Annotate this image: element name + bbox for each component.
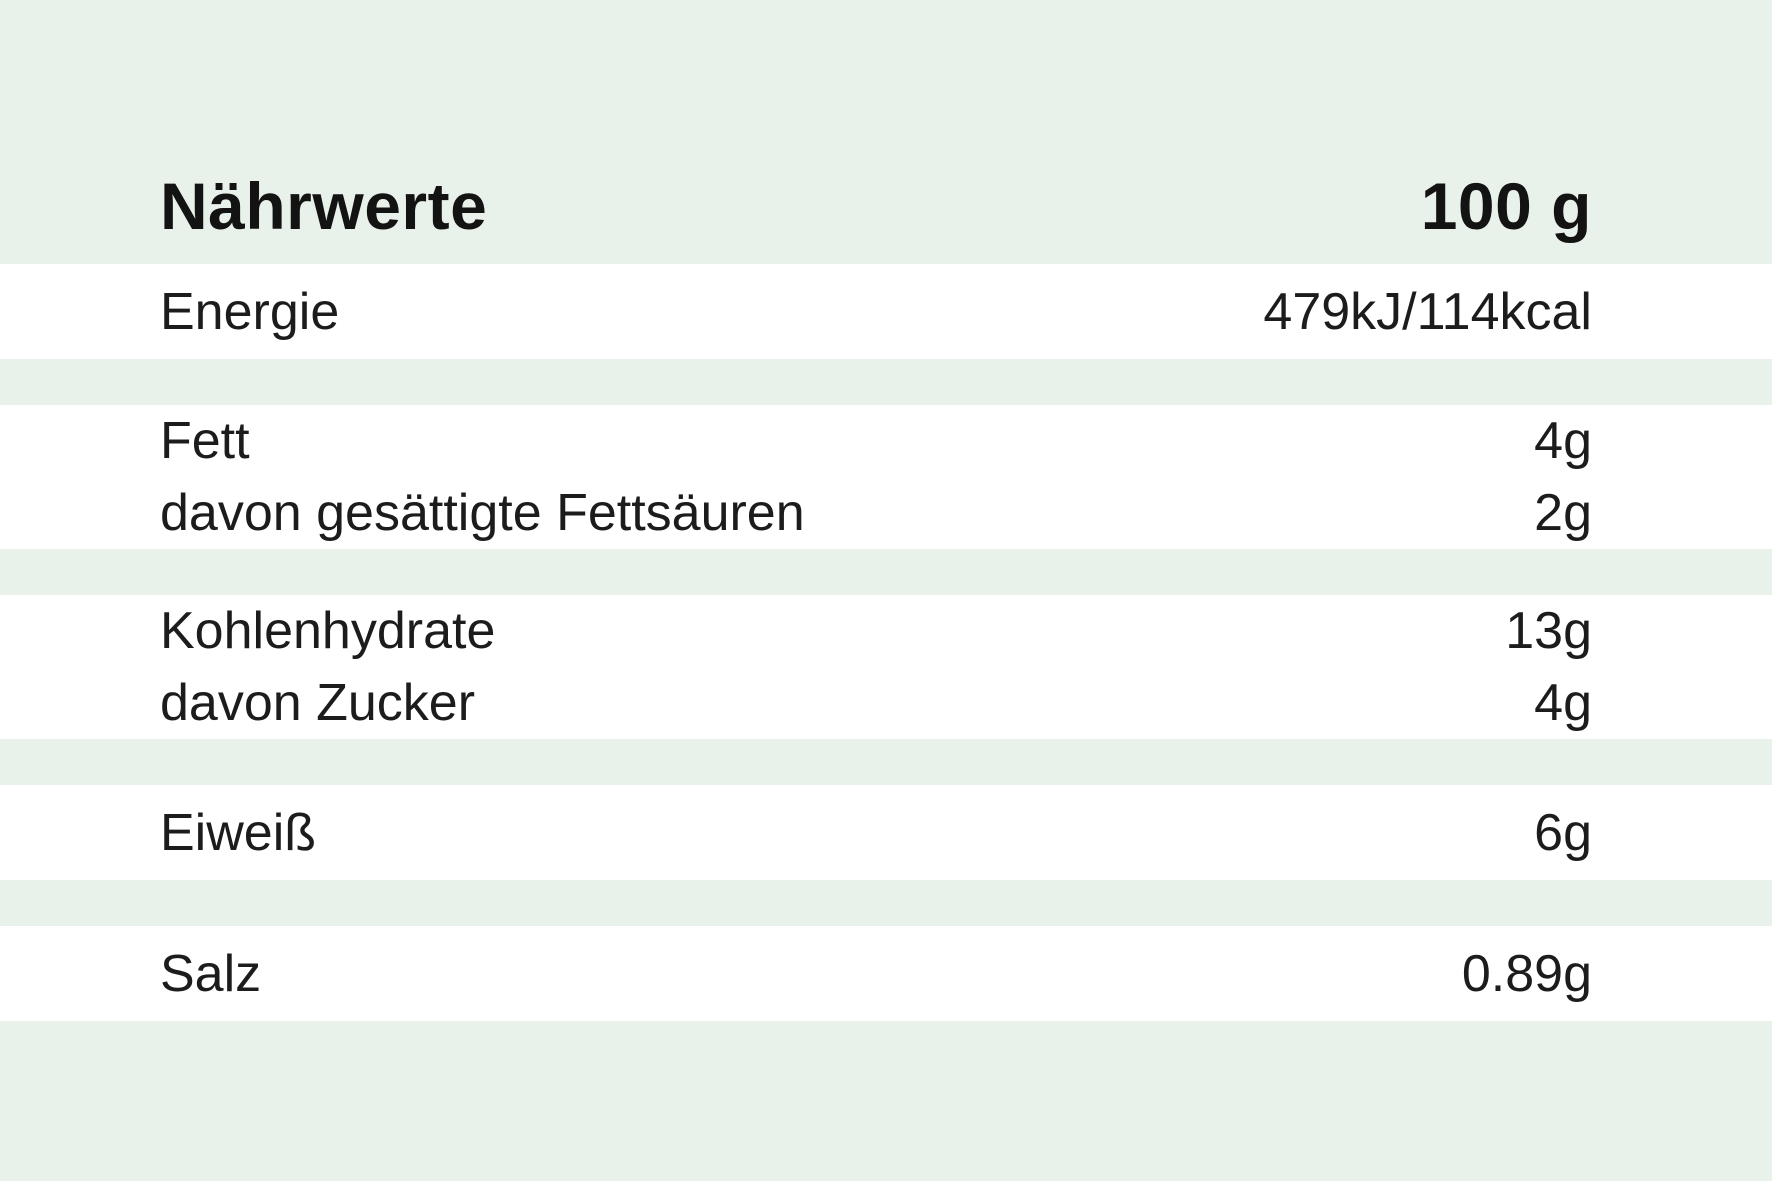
amount-column-header: 100 g (1420, 169, 1592, 243)
table-header-row: Nährwerte 100 g (0, 0, 1772, 264)
table-subrow: Fett 4g (160, 405, 1592, 477)
row-value: 13g (1505, 602, 1592, 660)
row-separator (0, 359, 1772, 405)
table-row-kohlenhydrate: Kohlenhydrate 13g davon Zucker 4g (0, 595, 1772, 739)
row-label: Kohlenhydrate (160, 602, 496, 660)
table-row-eiweiss: Eiweiß 6g (0, 785, 1772, 880)
table-row-energie: Energie 479kJ/114kcal (0, 264, 1772, 359)
table-subrow: Kohlenhydrate 13g (160, 595, 1592, 667)
row-label: Eiweiß (160, 803, 317, 862)
panel-footer-spacer (0, 1021, 1772, 1181)
table-subrow: davon Zucker 4g (160, 667, 1592, 739)
row-separator (0, 549, 1772, 595)
row-value: 479kJ/114kcal (1263, 282, 1592, 341)
row-value: 2g (1534, 484, 1592, 542)
row-value: 6g (1534, 803, 1592, 862)
row-value: 4g (1534, 412, 1592, 470)
row-label: Energie (160, 282, 340, 341)
row-separator (0, 739, 1772, 785)
table-subrow: davon gesättigte Fettsäuren 2g (160, 477, 1592, 549)
row-label: Salz (160, 944, 262, 1003)
row-label: davon Zucker (160, 674, 476, 732)
row-separator (0, 880, 1772, 926)
table-row-salz: Salz 0.89g (0, 926, 1772, 1021)
table-title: Nährwerte (160, 169, 488, 243)
row-label: davon gesättigte Fettsäuren (160, 484, 805, 542)
row-value: 4g (1534, 674, 1592, 732)
row-label: Fett (160, 412, 250, 470)
row-value: 0.89g (1461, 944, 1592, 1003)
table-row-fett: Fett 4g davon gesättigte Fettsäuren 2g (0, 405, 1772, 549)
